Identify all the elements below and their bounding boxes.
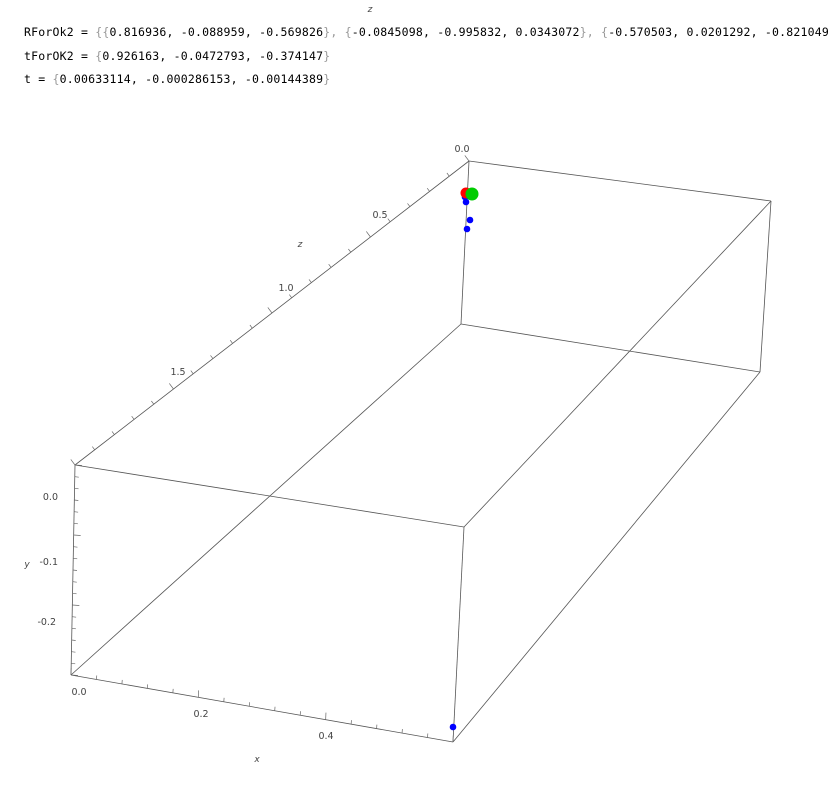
tick-labels: 0.0 0.5 1.0 1.5 0.0 -0.1 -0.2 0.0 0.2 0.4 (37, 144, 469, 742)
x-tick-label: 0.4 (318, 731, 333, 742)
y-tick (71, 651, 76, 653)
z-tick (267, 307, 273, 314)
z-tick-label: 0.0 (454, 144, 469, 155)
y-tick (72, 616, 77, 618)
y-axis-label: y (23, 560, 30, 570)
y-tick (72, 604, 80, 606)
y-tick-label: -0.2 (37, 617, 56, 628)
z-tick (446, 172, 450, 177)
z-tick (407, 203, 411, 207)
data-points (449, 187, 479, 731)
row-2: -0.0845098, -0.995832, 0.0343072 (351, 25, 580, 39)
y-tick-label: -0.1 (39, 557, 58, 568)
data-point (449, 723, 457, 731)
y-tick (71, 639, 76, 641)
z-tick-label: 1.0 (278, 283, 293, 294)
y-tick (73, 557, 78, 560)
box-edge (463, 200, 772, 528)
z-tick-label: 0.5 (372, 210, 387, 221)
x-axis-label: x (253, 755, 260, 765)
y-tick (70, 674, 79, 676)
y-tick (73, 534, 81, 536)
z-tick (426, 187, 430, 192)
data-point (466, 216, 474, 224)
z-tick (151, 400, 155, 405)
box-edge (70, 323, 462, 676)
brace-sep: }, { (579, 25, 609, 39)
axis-labels: z z y x (23, 5, 372, 765)
brace-open: {{ (95, 25, 110, 39)
y-tick (73, 522, 78, 525)
z-tick (210, 355, 214, 359)
y-tick (72, 569, 78, 571)
output-line-t: t = {0.00633114, -0.000286153, -0.001443… (24, 72, 330, 86)
z-tick (70, 459, 76, 466)
y-tick (74, 511, 79, 513)
z-axis-label: z (297, 240, 303, 250)
brace-open: { (52, 72, 60, 86)
z-tick (131, 415, 135, 420)
data-point (465, 187, 479, 201)
x-tick-label: 0.2 (193, 709, 208, 720)
bounding-box (70, 160, 772, 743)
var-name: tForOK2 (24, 49, 74, 63)
box-edge (460, 160, 470, 325)
var-name: RForOk2 (24, 25, 74, 39)
brace-open: { (95, 49, 103, 63)
box-edge (468, 160, 772, 202)
z-tick (111, 431, 115, 435)
z-tick (348, 248, 352, 253)
assign-op: = (73, 49, 96, 63)
box-edge (460, 323, 761, 373)
box-edge (70, 674, 454, 743)
assign-op: = (73, 25, 96, 39)
brace-close: } (323, 49, 331, 63)
z-tick (169, 383, 174, 390)
var-name: t (24, 72, 32, 86)
x-tick-label: 0.0 (71, 687, 86, 698)
y-tick (72, 592, 77, 595)
row-3: -0.570503, 0.0201292, -0.821049 (608, 25, 829, 39)
y-tick (71, 627, 76, 630)
z-tick (92, 446, 95, 451)
y-tick (74, 487, 79, 490)
y-tick (74, 464, 83, 466)
z-tick (464, 155, 470, 162)
y-tick (74, 476, 79, 478)
y-tick (74, 499, 79, 501)
z-tick (229, 339, 233, 344)
vector-values: 0.00633114, -0.000286153, -0.00144389 (59, 72, 324, 86)
z-tick (328, 263, 332, 268)
z-axis-top-label: z (367, 5, 373, 15)
z-tick (190, 370, 194, 375)
brace-close: } (323, 72, 331, 86)
y-tick-label: 0.0 (43, 492, 58, 503)
z-tick (387, 218, 391, 223)
box-edge (759, 200, 772, 373)
data-point (462, 198, 470, 206)
z-tick (289, 294, 292, 299)
output-line-rforok2: RForOk2 = {{0.816936, -0.088959, -0.5698… (24, 25, 829, 39)
assign-op: = (31, 72, 53, 86)
tick-marks (70, 155, 470, 743)
output-line-tforok2: tForOK2 = {0.926163, -0.0472793, -0.3741… (24, 49, 330, 63)
z-tick (308, 279, 312, 283)
box-edge (452, 371, 761, 743)
y-tick (72, 581, 77, 583)
z-tick (366, 231, 371, 238)
z-tick-label: 1.5 (170, 367, 185, 378)
row-1: 0.816936, -0.088959, -0.569826 (109, 25, 324, 39)
vector-values: 0.926163, -0.0472793, -0.374147 (102, 49, 324, 63)
y-tick (71, 662, 76, 665)
z-tick (249, 324, 253, 329)
y-tick (73, 546, 78, 548)
brace-sep: }, { (323, 25, 352, 39)
box-edge (452, 526, 465, 743)
data-point (463, 225, 471, 233)
